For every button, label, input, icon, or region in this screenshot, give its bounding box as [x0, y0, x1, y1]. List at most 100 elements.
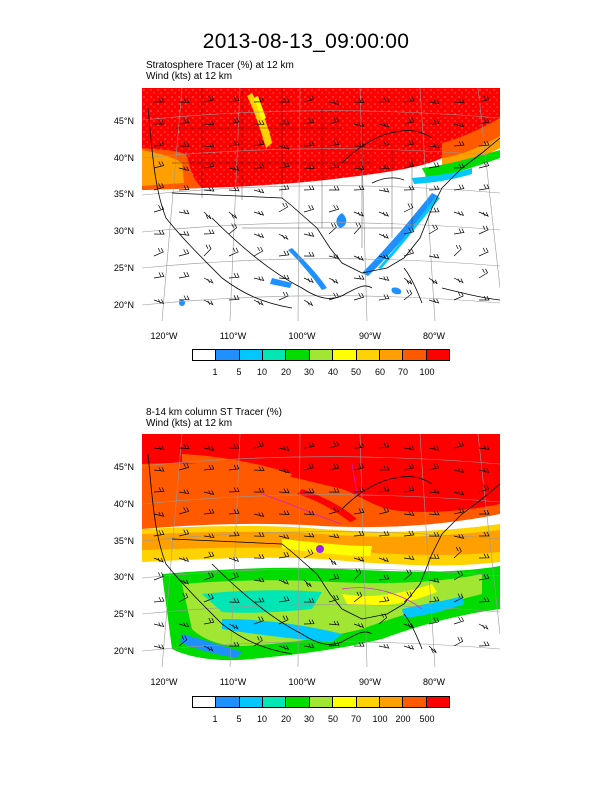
wind-barb — [203, 490, 215, 496]
wind-barb — [153, 644, 165, 650]
wind-barb — [203, 95, 215, 103]
wind-barb — [403, 161, 415, 169]
wind-barb — [428, 185, 440, 191]
wind-barb — [428, 224, 439, 235]
wind-barb — [378, 294, 390, 301]
wind-barb — [403, 555, 415, 560]
wind-barb — [329, 185, 340, 191]
wind-barb — [428, 162, 440, 169]
wind-barb — [278, 119, 290, 125]
wind-barb — [453, 98, 465, 104]
wind-barb — [478, 161, 490, 169]
wind-barb — [253, 616, 264, 625]
wind-barb — [378, 254, 390, 260]
wind-barb — [253, 554, 265, 559]
wind-barb — [228, 444, 240, 449]
wind-barb — [403, 96, 415, 103]
wind-barb — [453, 507, 465, 515]
wind-barb — [428, 207, 440, 213]
wind-barb — [153, 97, 165, 103]
wind-barb — [303, 643, 315, 649]
wind-barb — [253, 246, 264, 257]
panel2-cb-label: 20 — [280, 714, 292, 724]
wind-barb — [253, 233, 265, 239]
wind-barb — [228, 273, 240, 279]
wind-barb — [303, 532, 315, 538]
wind-barb — [178, 463, 190, 471]
panel1-title-line1: Stratosphere Tracer (%) at 12 km — [146, 60, 294, 71]
wind-barb — [378, 233, 389, 239]
wind-barb — [153, 487, 165, 493]
wind-barb — [428, 119, 440, 125]
wind-barb — [303, 488, 315, 493]
panel2-lat-35: 35°N — [113, 536, 134, 546]
wind-barb — [378, 643, 390, 649]
panel2-lon-110: 110°W — [219, 677, 247, 687]
panel1-lon-100: 100°W — [288, 331, 316, 341]
wind-barb — [403, 645, 415, 650]
wind-barb — [478, 484, 490, 493]
wind-barb — [428, 488, 440, 494]
panel1-lat-20: 20°N — [113, 300, 134, 310]
wind-barb — [453, 140, 465, 147]
wind-barb — [453, 637, 464, 647]
wind-barb — [178, 118, 190, 125]
panel1-lat-40: 40°N — [113, 153, 134, 163]
wind-barb — [303, 117, 315, 125]
wind-barb — [478, 225, 489, 235]
wind-barb — [228, 557, 240, 563]
wind-barb — [178, 489, 190, 495]
wind-barb — [478, 211, 489, 217]
wind-barb — [203, 572, 214, 581]
panel1-lat-30: 30°N — [113, 226, 134, 236]
wind-barb — [353, 185, 365, 191]
wind-barb — [303, 619, 315, 625]
wind-barb — [278, 579, 289, 585]
wind-barb — [153, 247, 164, 257]
wind-barb — [178, 98, 190, 103]
wind-barb — [253, 466, 265, 471]
wind-barb — [253, 120, 265, 125]
wind-barb — [253, 487, 265, 493]
wind-barb — [478, 641, 490, 647]
wind-barb — [203, 533, 215, 539]
wind-barb — [328, 204, 340, 213]
wind-barb — [378, 276, 390, 281]
wind-barb — [278, 162, 290, 169]
wind-barb — [453, 228, 465, 235]
wind-barb — [428, 645, 437, 654]
panel2-lon-80: 80°W — [422, 677, 446, 687]
wind-barb — [228, 140, 240, 147]
wind-barb — [328, 557, 337, 566]
wind-barb — [353, 642, 365, 647]
panel2-colorbar — [192, 696, 450, 708]
wind-barb — [428, 99, 440, 105]
wind-barb — [303, 251, 315, 257]
wind-barb — [453, 547, 462, 559]
wind-barb — [278, 596, 290, 603]
wind-barb — [178, 272, 190, 279]
panel2-lon-120: 120°W — [150, 677, 178, 687]
wind-barb — [378, 164, 390, 170]
wind-barb — [328, 620, 340, 626]
wind-barb — [178, 635, 188, 647]
wind-barb — [453, 291, 464, 301]
wind-barb — [478, 268, 488, 279]
wind-barb — [253, 597, 265, 603]
wind-barb — [478, 623, 489, 630]
wind-barb — [228, 464, 240, 471]
wind-barb — [403, 463, 415, 471]
panel2-lon-90: 90°W — [358, 677, 382, 687]
wind-barb — [178, 507, 190, 515]
wind-barb — [203, 464, 215, 471]
wind-barb — [278, 144, 290, 150]
wind-barb — [303, 164, 315, 169]
panel1-colorbar-labels: 1 5 10 20 30 40 50 60 70 100 — [192, 367, 450, 379]
panel1-lon-110: 110°W — [219, 331, 247, 341]
wind-barb — [203, 244, 212, 257]
wind-barb — [328, 140, 340, 147]
wind-barb — [303, 463, 315, 471]
wind-barb — [228, 96, 240, 103]
panel1-cb-label: 5 — [236, 367, 242, 377]
panel1-lat-35: 35°N — [113, 189, 134, 199]
